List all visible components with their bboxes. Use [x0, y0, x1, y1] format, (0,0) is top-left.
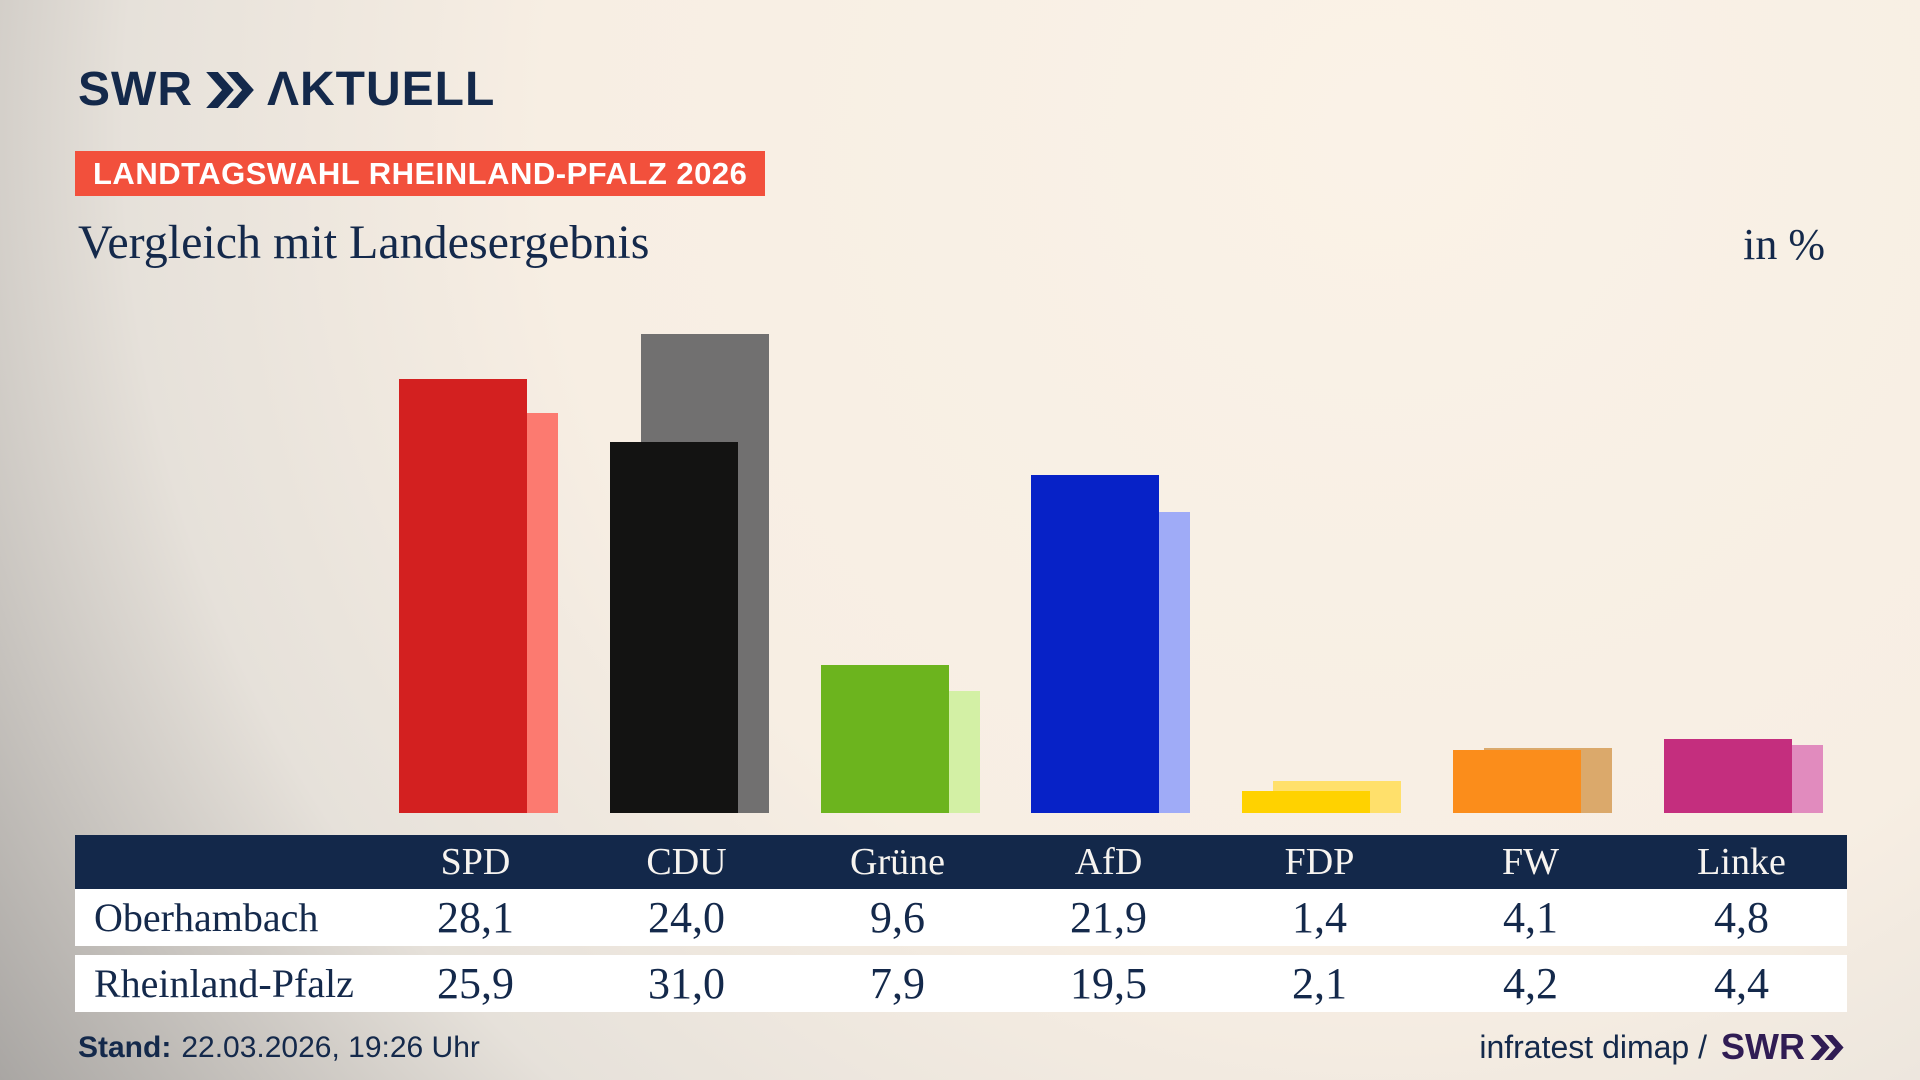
table-header-row: SPD CDU Grüne AfD FDP FW Linke	[75, 835, 1847, 889]
bar-Grüne-Oberhambach	[820, 665, 949, 813]
bar-FDP-Oberhambach	[1241, 791, 1370, 813]
value-cell-Oberhambach-SPD: 28,1	[437, 893, 514, 942]
bar-FW-Oberhambach	[1452, 750, 1581, 813]
table-row-Oberhambach: Oberhambach 28,1 24,0 9,6 21,9 1,4 4,1 4,8	[75, 889, 1847, 946]
value-cell-Oberhambach-Grüne: 9,6	[870, 893, 925, 942]
value-cell-Rheinland-Pfalz-AfD: 19,5	[1070, 959, 1147, 1008]
header-cell-FDP: FDP	[1284, 841, 1355, 883]
value-cell-Rheinland-Pfalz-FDP: 2,1	[1292, 959, 1347, 1008]
header-cell-Linke: Linke	[1697, 841, 1786, 883]
value-cell-Oberhambach-AfD: 21,9	[1070, 893, 1147, 942]
header-cell-SPD: SPD	[440, 841, 511, 883]
bar-SPD-Oberhambach	[398, 379, 527, 813]
value-cell-Rheinland-Pfalz-FW: 4,2	[1503, 959, 1558, 1008]
stand-line: Stand: 22.03.2026, 19:26 Uhr	[78, 1031, 480, 1065]
footer-double-chevron-icon	[1810, 1034, 1844, 1060]
bar-chart	[398, 334, 1823, 813]
chart-title: Vergleich mit Landesergebnis	[78, 216, 650, 269]
value-cell-Rheinland-Pfalz-Linke: 4,4	[1714, 959, 1769, 1008]
value-cell-Oberhambach-FW: 4,1	[1503, 893, 1558, 942]
topic-badge: LANDTAGSWAHL RHEINLAND-PFALZ 2026	[75, 151, 766, 196]
stand-value: 22.03.2026, 19:26 Uhr	[181, 1031, 480, 1064]
source-text: infratest dimap /	[1479, 1028, 1707, 1065]
bar-Linke-Oberhambach	[1663, 739, 1792, 813]
value-cell-Rheinland-Pfalz-Grüne: 7,9	[870, 959, 925, 1008]
header-cell-AfD: AfD	[1074, 841, 1143, 883]
swr-aktuell-logo: SWR ΛKTUELL	[78, 62, 495, 117]
logo-aktuell-text: ΛKTUELL	[266, 63, 496, 116]
header-cell-Grüne: Grüne	[850, 841, 945, 883]
header-cell-CDU: CDU	[646, 841, 727, 883]
header-cell-FW: FW	[1502, 841, 1559, 883]
source-swr-logo: SWR	[1721, 1026, 1844, 1068]
value-cell-Oberhambach-CDU: 24,0	[648, 893, 725, 942]
source-line: infratest dimap / SWR	[1479, 1026, 1844, 1068]
row-label-Rheinland-Pfalz: Rheinland-Pfalz	[94, 961, 354, 1006]
header-label-cell	[75, 835, 370, 889]
table-row-Rheinland-Pfalz: Rheinland-Pfalz 25,9 31,0 7,9 19,5 2,1 4,2 4,4	[75, 955, 1847, 1012]
value-cell-Rheinland-Pfalz-SPD: 25,9	[437, 959, 514, 1008]
source-swr-text: SWR	[1721, 1026, 1805, 1067]
value-cell-Rheinland-Pfalz-CDU: 31,0	[648, 959, 725, 1008]
results-table: SPD CDU Grüne AfD FDP FW Linke Oberhambach 28,1 2…	[75, 835, 1847, 1012]
value-cell-Oberhambach-Linke: 4,8	[1714, 893, 1769, 942]
bar-CDU-Oberhambach	[609, 442, 738, 813]
bar-AfD-Oberhambach	[1030, 475, 1159, 813]
stand-label: Stand:	[78, 1031, 172, 1064]
value-cell-Oberhambach-FDP: 1,4	[1292, 893, 1347, 942]
row-label-Oberhambach: Oberhambach	[94, 895, 319, 940]
logo-swr-text: SWR	[78, 63, 193, 116]
unit-label: in %	[1743, 220, 1825, 269]
logo-double-chevron-icon	[206, 71, 254, 108]
